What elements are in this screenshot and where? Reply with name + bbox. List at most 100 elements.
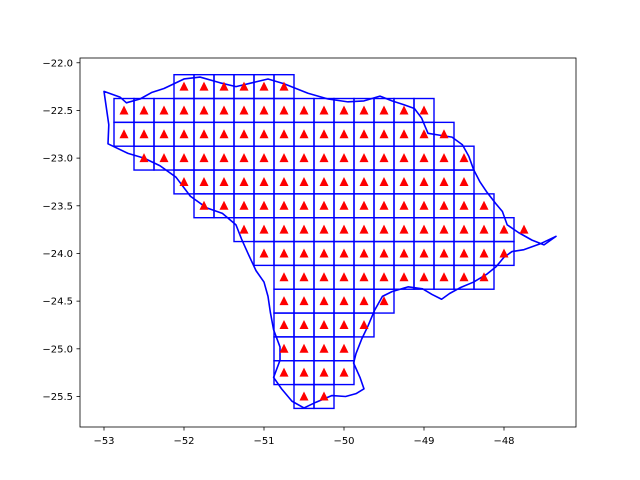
centroid-marker xyxy=(259,129,269,139)
x-tick-label: −51 xyxy=(253,436,274,447)
centroid-marker xyxy=(339,200,349,210)
centroid-marker xyxy=(319,343,329,353)
centroid-marker xyxy=(179,105,189,115)
centroid-marker xyxy=(299,105,309,115)
centroid-marker xyxy=(139,105,149,115)
centroid-marker xyxy=(319,319,329,329)
centroid-marker xyxy=(339,105,349,115)
centroid-marker xyxy=(419,176,429,186)
centroid-marker xyxy=(159,105,169,115)
centroid-marker xyxy=(299,391,309,401)
centroid-marker xyxy=(279,176,289,186)
centroid-marker xyxy=(239,176,249,186)
centroid-marker xyxy=(339,153,349,163)
centroid-marker xyxy=(299,153,309,163)
centroid-marker xyxy=(339,248,349,258)
centroid-marker xyxy=(179,176,189,186)
centroid-marker xyxy=(399,248,409,258)
centroid-marker xyxy=(219,129,229,139)
x-axis: −53 −52 −51 −50 −49 −48 xyxy=(93,427,515,447)
centroid-marker xyxy=(459,176,469,186)
centroid-marker xyxy=(379,105,389,115)
centroid-marker xyxy=(439,224,449,234)
centroid-marker xyxy=(279,248,289,258)
centroid-marker xyxy=(339,367,349,377)
centroid-marker xyxy=(319,129,329,139)
axes-frame xyxy=(79,57,577,428)
centroid-marker xyxy=(299,224,309,234)
centroid-marker xyxy=(159,153,169,163)
centroid-marker xyxy=(279,81,289,91)
y-tick-label: −22.0 xyxy=(42,58,73,69)
grid-cell xyxy=(493,240,515,267)
centroid-marker xyxy=(379,129,389,139)
centroid-marker xyxy=(479,224,489,234)
centroid-marker xyxy=(139,153,149,163)
grid-cell xyxy=(333,360,355,386)
centroid-marker xyxy=(119,129,129,139)
centroid-marker xyxy=(519,224,529,234)
centroid-marker xyxy=(219,200,229,210)
centroid-marker xyxy=(199,129,209,139)
centroid-marker xyxy=(259,81,269,91)
grid-cell xyxy=(473,264,495,290)
centroid-marker xyxy=(419,200,429,210)
centroid-marker xyxy=(359,248,369,258)
centroid-marker xyxy=(399,105,409,115)
centroid-marker xyxy=(239,129,249,139)
centroid-marker xyxy=(459,248,469,258)
centroid-marker xyxy=(259,200,269,210)
centroid-marker xyxy=(219,176,229,186)
centroid-marker xyxy=(339,224,349,234)
boundary-line xyxy=(103,76,557,409)
centroid-marker xyxy=(199,81,209,91)
centroid-marker xyxy=(259,153,269,163)
centroid-marker xyxy=(439,129,449,139)
centroid-marker xyxy=(319,176,329,186)
x-tick-label: −50 xyxy=(333,436,354,447)
centroid-marker xyxy=(299,367,309,377)
centroid-marker xyxy=(259,224,269,234)
y-axis: −22.0 −22.5 −23.0 −23.5 −24.0 −24.5 −25.0 −25.5 xyxy=(42,58,80,403)
plot-area xyxy=(103,73,557,410)
centroid-marker xyxy=(399,224,409,234)
centroid-marker xyxy=(459,224,469,234)
x-tick-label: −49 xyxy=(413,436,434,447)
centroid-marker xyxy=(359,176,369,186)
centroid-marker xyxy=(439,153,449,163)
centroid-marker xyxy=(299,319,309,329)
centroid-marker xyxy=(379,296,389,306)
centroid-marker xyxy=(399,129,409,139)
centroid-marker xyxy=(419,248,429,258)
centroid-marker xyxy=(279,105,289,115)
centroid-marker xyxy=(319,391,329,401)
centroid-marker xyxy=(259,176,269,186)
centroid-marker xyxy=(379,153,389,163)
centroid-marker xyxy=(479,272,489,282)
centroid-marker xyxy=(139,129,149,139)
centroid-marker xyxy=(359,200,369,210)
centroid-marker xyxy=(359,272,369,282)
y-tick-label: −25.0 xyxy=(42,344,73,355)
centroid-marker xyxy=(219,81,229,91)
centroid-marker xyxy=(239,105,249,115)
centroid-marker xyxy=(279,343,289,353)
y-tick-label: −24.5 xyxy=(42,297,73,308)
centroid-marker xyxy=(499,248,509,258)
x-tick-label: −53 xyxy=(93,436,114,447)
centroid-marker xyxy=(319,153,329,163)
centroid-marker xyxy=(299,129,309,139)
centroid-marker xyxy=(319,367,329,377)
centroid-marker xyxy=(159,129,169,139)
centroid-marker xyxy=(279,296,289,306)
y-tick-label: −23.0 xyxy=(42,154,73,165)
centroid-marker xyxy=(479,248,489,258)
centroid-marker xyxy=(339,319,349,329)
centroid-marker xyxy=(439,272,449,282)
centroid-marker xyxy=(279,319,289,329)
centroid-marker xyxy=(199,153,209,163)
centroid-marker xyxy=(299,296,309,306)
centroid-marker xyxy=(399,200,409,210)
centroid-marker xyxy=(299,200,309,210)
